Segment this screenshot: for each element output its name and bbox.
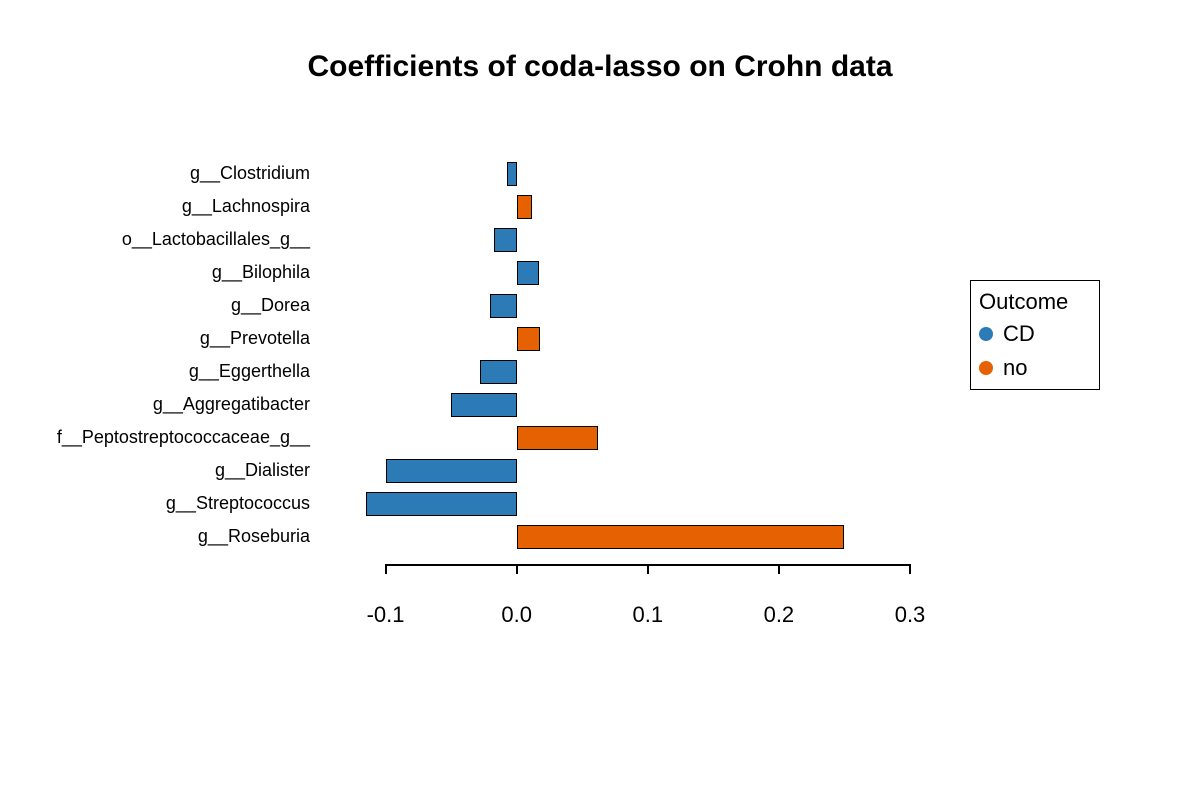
bar	[366, 492, 517, 516]
x-axis-tick-label: 0.2	[764, 602, 795, 628]
y-axis-label: o__Lactobacillales_g__	[0, 229, 310, 250]
bar	[517, 426, 598, 450]
x-axis-tick	[909, 564, 911, 574]
y-axis-label: g__Clostridium	[0, 163, 310, 184]
legend-label: no	[1003, 355, 1027, 381]
x-axis-tick	[778, 564, 780, 574]
bar	[494, 228, 516, 252]
bar	[451, 393, 517, 417]
y-axis-label: g__Dorea	[0, 295, 310, 316]
plot-area	[320, 150, 910, 556]
y-axis-label: g__Bilophila	[0, 262, 310, 283]
legend-swatch-icon	[979, 327, 993, 341]
x-axis-tick-label: 0.0	[501, 602, 532, 628]
x-axis-tick	[385, 564, 387, 574]
x-axis-tick-label: 0.3	[895, 602, 926, 628]
legend-item: no	[979, 355, 1091, 381]
x-axis-tick-label: -0.1	[367, 602, 405, 628]
x-axis-tick-label: 0.1	[632, 602, 663, 628]
y-axis-label: g__Eggerthella	[0, 361, 310, 382]
y-axis-label: g__Roseburia	[0, 526, 310, 547]
bar	[517, 195, 533, 219]
legend-item: CD	[979, 321, 1091, 347]
x-axis-tick	[516, 564, 518, 574]
legend-swatch-icon	[979, 361, 993, 375]
bar	[507, 162, 516, 186]
bar	[480, 360, 517, 384]
y-axis-label: g__Dialister	[0, 460, 310, 481]
x-axis-tick	[647, 564, 649, 574]
y-axis-label: g__Prevotella	[0, 328, 310, 349]
legend: Outcome CD no	[970, 280, 1100, 390]
legend-label: CD	[1003, 321, 1035, 347]
bar	[517, 327, 541, 351]
y-axis-label: f__Peptostreptococcaceae_g__	[0, 427, 310, 448]
legend-title: Outcome	[979, 289, 1091, 315]
y-axis-label: g__Streptococcus	[0, 493, 310, 514]
bar	[517, 525, 845, 549]
y-axis-label: g__Aggregatibacter	[0, 394, 310, 415]
bar	[490, 294, 516, 318]
chart-title: Coefficients of coda-lasso on Crohn data	[0, 50, 1200, 84]
y-axis-label: g__Lachnospira	[0, 196, 310, 217]
bar	[386, 459, 517, 483]
bar	[517, 261, 539, 285]
chart-container: Coefficients of coda-lasso on Crohn data…	[0, 0, 1200, 800]
legend-items: CD no	[979, 321, 1091, 381]
